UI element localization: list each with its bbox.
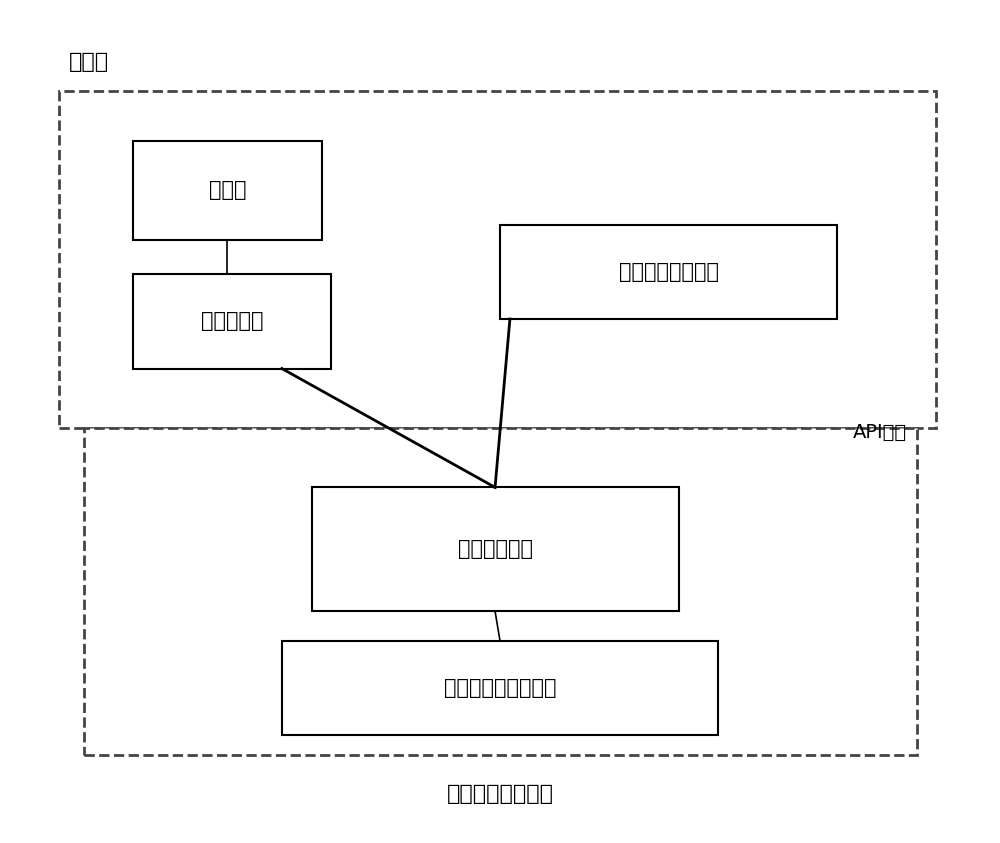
Text: 客户端与应用程序: 客户端与应用程序: [619, 262, 719, 282]
Bar: [312, 487, 679, 611]
Bar: [133, 141, 322, 239]
Text: 移动终端联网子系统: 移动终端联网子系统: [444, 678, 556, 698]
Text: 通道切换模块: 通道切换模块: [458, 540, 533, 559]
Bar: [500, 225, 837, 319]
Bar: [282, 641, 718, 735]
Bar: [133, 275, 331, 368]
Text: 移动终端操作系统: 移动终端操作系统: [447, 784, 554, 804]
Text: 应用层: 应用层: [69, 51, 109, 72]
Text: 浏览器: 浏览器: [209, 180, 246, 201]
Bar: [84, 428, 917, 754]
Text: API接口: API接口: [852, 423, 907, 443]
Text: 浏览器插件: 浏览器插件: [201, 312, 264, 331]
Bar: [59, 91, 936, 428]
